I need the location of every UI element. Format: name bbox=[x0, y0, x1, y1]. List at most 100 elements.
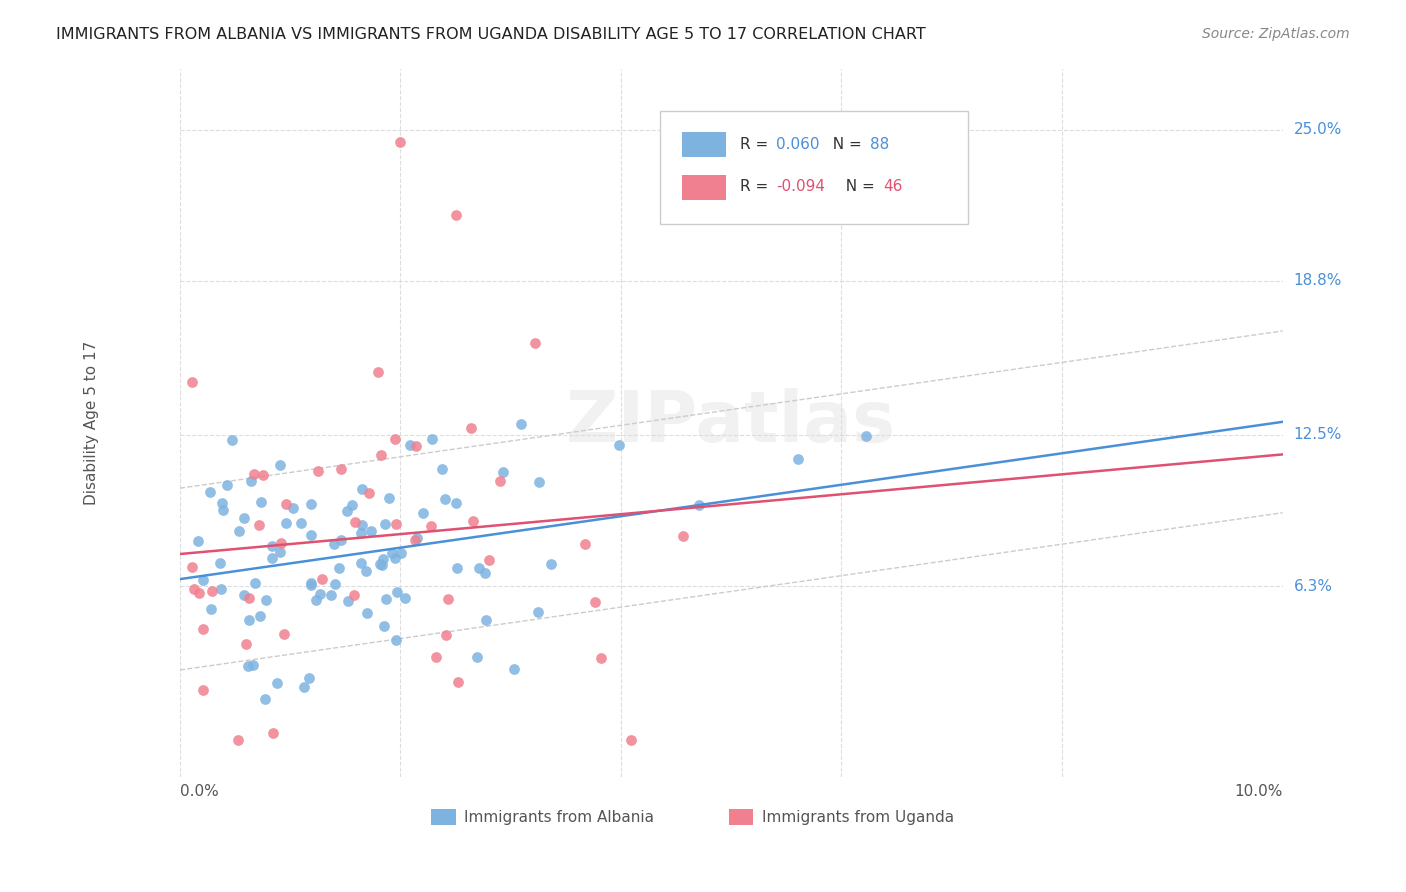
Point bbox=[540, 557, 562, 571]
Point bbox=[350, 482, 373, 496]
Point bbox=[381, 546, 404, 560]
Text: N =: N = bbox=[837, 179, 880, 194]
Point bbox=[373, 551, 395, 566]
Text: 10.0%: 10.0% bbox=[1234, 784, 1282, 799]
Point bbox=[467, 650, 489, 665]
Point bbox=[357, 486, 380, 500]
Point bbox=[375, 592, 398, 607]
Point bbox=[330, 533, 353, 547]
Text: 6.3%: 6.3% bbox=[1294, 579, 1333, 594]
Text: R =: R = bbox=[740, 179, 773, 194]
Point bbox=[524, 335, 547, 350]
Point bbox=[221, 434, 243, 448]
Point bbox=[180, 375, 202, 389]
Point bbox=[201, 584, 224, 599]
Point bbox=[405, 439, 427, 453]
Point bbox=[343, 588, 366, 602]
Text: N =: N = bbox=[823, 136, 866, 152]
Point bbox=[389, 546, 412, 560]
Point bbox=[354, 564, 377, 578]
Point bbox=[404, 533, 426, 547]
Point bbox=[200, 601, 222, 615]
FancyBboxPatch shape bbox=[730, 809, 754, 825]
Point bbox=[262, 551, 284, 566]
Point bbox=[350, 517, 373, 532]
Point bbox=[384, 433, 406, 447]
Point bbox=[181, 559, 204, 574]
Point bbox=[262, 725, 284, 739]
Point bbox=[212, 503, 235, 517]
Point bbox=[242, 467, 264, 481]
Point bbox=[527, 475, 550, 489]
Point bbox=[527, 605, 550, 619]
Point bbox=[298, 671, 321, 685]
Point bbox=[671, 529, 693, 543]
Point bbox=[420, 519, 443, 533]
Point bbox=[211, 496, 233, 510]
Point bbox=[478, 553, 501, 567]
Point bbox=[509, 417, 531, 432]
Point bbox=[209, 582, 232, 596]
Point bbox=[209, 556, 232, 570]
Point bbox=[235, 637, 257, 651]
Point bbox=[328, 561, 350, 575]
FancyBboxPatch shape bbox=[432, 809, 456, 825]
Text: Immigrants from Uganda: Immigrants from Uganda bbox=[762, 810, 955, 824]
Text: Disability Age 5 to 17: Disability Age 5 to 17 bbox=[84, 341, 100, 505]
Point bbox=[378, 491, 401, 506]
Point bbox=[250, 495, 273, 509]
Point bbox=[461, 514, 484, 528]
Point bbox=[240, 474, 263, 488]
Point bbox=[254, 692, 277, 706]
Point bbox=[460, 421, 482, 435]
Point bbox=[290, 516, 312, 530]
Point bbox=[188, 585, 211, 599]
Point bbox=[274, 516, 297, 530]
Text: 0.060: 0.060 bbox=[776, 136, 820, 152]
Text: Immigrants from Albania: Immigrants from Albania bbox=[464, 810, 654, 824]
Point bbox=[215, 478, 238, 492]
Point bbox=[236, 659, 259, 673]
Text: -0.094: -0.094 bbox=[776, 179, 825, 194]
Point bbox=[350, 556, 373, 570]
Point bbox=[274, 497, 297, 511]
Point bbox=[323, 577, 346, 591]
Point bbox=[269, 458, 291, 472]
Point bbox=[270, 536, 292, 550]
Text: Source: ZipAtlas.com: Source: ZipAtlas.com bbox=[1202, 27, 1350, 41]
Point bbox=[242, 657, 264, 672]
Point bbox=[321, 588, 343, 602]
Point bbox=[855, 428, 877, 442]
Point bbox=[370, 448, 392, 462]
Point bbox=[336, 504, 359, 518]
Point bbox=[406, 531, 429, 545]
Point bbox=[245, 576, 267, 591]
Point bbox=[384, 633, 406, 648]
Text: 0.0%: 0.0% bbox=[180, 784, 219, 799]
Point bbox=[308, 587, 330, 601]
Point bbox=[488, 475, 510, 489]
Point bbox=[252, 468, 274, 483]
Point bbox=[350, 526, 373, 541]
Point bbox=[368, 558, 391, 572]
Point bbox=[283, 501, 305, 516]
Point bbox=[389, 135, 412, 149]
Point bbox=[492, 466, 515, 480]
Point bbox=[191, 622, 214, 636]
Point bbox=[191, 683, 214, 698]
Text: 18.8%: 18.8% bbox=[1294, 274, 1341, 288]
Point bbox=[425, 650, 447, 665]
Point bbox=[387, 584, 409, 599]
Point bbox=[233, 588, 256, 602]
Point bbox=[343, 516, 366, 530]
Point bbox=[620, 733, 643, 747]
Point bbox=[374, 517, 396, 532]
Point bbox=[446, 561, 468, 575]
Point bbox=[591, 651, 613, 665]
Point bbox=[574, 537, 596, 551]
Point bbox=[437, 592, 460, 607]
Point bbox=[238, 591, 260, 606]
Point bbox=[323, 536, 346, 550]
Point bbox=[432, 461, 454, 475]
Point bbox=[183, 582, 205, 596]
